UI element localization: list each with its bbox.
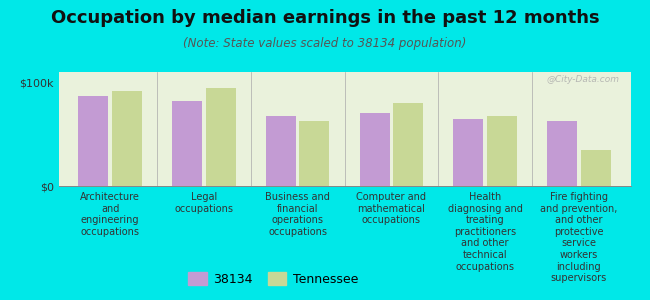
Bar	[172, 101, 202, 186]
Text: Occupation by median earnings in the past 12 months: Occupation by median earnings in the pas…	[51, 9, 599, 27]
Text: Business and
financial
operations
occupations: Business and financial operations occupa…	[265, 192, 330, 237]
Bar	[205, 88, 236, 186]
Bar	[359, 113, 389, 186]
Bar	[547, 121, 577, 186]
Text: Computer and
mathematical
occupations: Computer and mathematical occupations	[356, 192, 426, 225]
Bar	[112, 91, 142, 186]
Bar	[266, 116, 296, 186]
Text: Fire fighting
and prevention,
and other
protective
service
workers
including
sup: Fire fighting and prevention, and other …	[540, 192, 618, 283]
Legend: 38134, Tennessee: 38134, Tennessee	[183, 267, 363, 291]
Bar	[487, 116, 517, 186]
Bar	[78, 96, 108, 186]
Bar	[581, 150, 611, 186]
Text: Architecture
and
engineering
occupations: Architecture and engineering occupations	[80, 192, 140, 237]
Bar	[300, 121, 330, 186]
Text: Legal
occupations: Legal occupations	[174, 192, 233, 214]
Text: @City-Data.com: @City-Data.com	[546, 75, 619, 84]
Text: Health
diagnosing and
treating
practitioners
and other
technical
occupations: Health diagnosing and treating practitio…	[448, 192, 523, 272]
Bar	[393, 103, 423, 186]
Bar	[453, 118, 484, 186]
Text: (Note: State values scaled to 38134 population): (Note: State values scaled to 38134 popu…	[183, 38, 467, 50]
